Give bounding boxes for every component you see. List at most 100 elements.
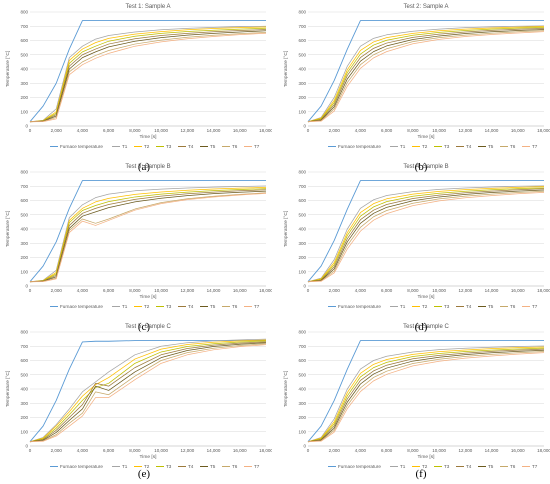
series-line-furnace [29, 20, 266, 123]
legend-label: T7 [254, 464, 260, 469]
y-tick-label: 400 [298, 387, 306, 392]
x-tick-label: 6,000 [103, 448, 115, 453]
legend-label: T1 [400, 144, 406, 149]
legend-label: T3 [444, 144, 450, 149]
y-tick-label: 600 [20, 198, 28, 203]
y-tick-label: 200 [20, 415, 28, 420]
x-tick-label: 14,000 [485, 448, 499, 453]
x-tick-label: 16,000 [511, 448, 525, 453]
series-line-t3 [307, 187, 545, 283]
y-tick-label: 0 [25, 284, 28, 289]
y-tick-label: 500 [20, 212, 28, 217]
y-tick-label: 100 [20, 429, 28, 434]
x-tick-label: 10,000 [432, 448, 446, 453]
legend-label: T4 [188, 464, 194, 469]
series-line-t7 [307, 31, 545, 123]
legend-label: T3 [166, 144, 172, 149]
legend-label: T3 [444, 304, 450, 309]
y-tick-label: 200 [298, 95, 306, 100]
x-tick-label: 10,000 [154, 448, 168, 453]
x-tick-label: 18,000 [259, 128, 272, 133]
legend-label: T5 [210, 464, 216, 469]
x-tick-label: 14,000 [485, 128, 499, 133]
series-line-t7 [29, 193, 267, 283]
x-tick-label: 0 [29, 448, 32, 453]
y-tick-label: 100 [298, 109, 306, 114]
x-tick-label: 8,000 [129, 288, 141, 293]
y-axis-label: Temperature [°C] [283, 51, 289, 87]
series-line-t6 [307, 30, 545, 123]
x-tick-label: 2,000 [329, 448, 341, 453]
y-tick-label: 800 [20, 10, 28, 15]
x-tick-label: 6,000 [381, 128, 393, 133]
legend-label: Furnace temperature [338, 464, 381, 469]
series-line-t4 [29, 29, 267, 123]
series-line-t7 [29, 32, 267, 123]
y-tick-label: 0 [303, 444, 306, 449]
series-line-t2 [307, 346, 545, 443]
y-axis-label: Temperature [°C] [5, 211, 11, 247]
legend-label: T5 [210, 144, 216, 149]
legend-label: T2 [144, 144, 150, 149]
chart-panel-6: Test 6: Sample C 0 100 200 300 400 500 600 700 80… [280, 320, 550, 478]
x-tick-label: 18,000 [537, 448, 550, 453]
legend-label: Furnace temperature [60, 464, 103, 469]
chart-svg-4: Test 4: Sample B 0 100 200 300 400 500 600 700 80… [283, 164, 550, 309]
x-tick-label: 4,000 [77, 128, 89, 133]
y-tick-label: 800 [20, 330, 28, 335]
panel-label: (f) [415, 468, 427, 480]
x-tick-label: 14,000 [207, 128, 221, 133]
y-tick-label: 200 [20, 255, 28, 260]
series-line-t3 [29, 340, 267, 443]
y-tick-label: 800 [298, 330, 306, 335]
y-tick-label: 800 [298, 170, 306, 175]
panel-label: (a) [137, 161, 151, 173]
series-line-t2 [307, 186, 545, 283]
series-line-t1 [29, 185, 267, 283]
series-line-t5 [29, 342, 267, 443]
legend-label: T6 [510, 144, 516, 149]
y-tick-label: 500 [298, 212, 306, 217]
y-tick-label: 600 [298, 198, 306, 203]
x-tick-label: 6,000 [103, 128, 115, 133]
x-tick-label: 10,000 [154, 288, 168, 293]
legend-label: T2 [422, 464, 428, 469]
y-tick-label: 600 [298, 358, 306, 363]
y-axis-label: Temperature [°C] [283, 371, 289, 407]
x-tick-label: 8,000 [129, 448, 141, 453]
x-tick-label: 0 [29, 288, 32, 293]
series-line-t5 [29, 30, 267, 123]
legend-label: T1 [400, 464, 406, 469]
legend-label: Furnace temperature [338, 144, 381, 149]
y-axis-label: Temperature [°C] [5, 51, 11, 87]
y-tick-label: 700 [20, 344, 28, 349]
x-tick-label: 6,000 [103, 288, 115, 293]
x-axis-label: Time [s] [140, 294, 157, 300]
x-tick-label: 12,000 [458, 128, 472, 133]
panel-label: (b) [414, 161, 428, 173]
y-tick-label: 700 [298, 344, 306, 349]
x-tick-label: 0 [307, 128, 310, 133]
x-tick-label: 10,000 [432, 288, 446, 293]
panel-label: (d) [414, 321, 428, 333]
legend-label: T1 [122, 464, 128, 469]
y-tick-label: 200 [298, 255, 306, 260]
x-tick-label: 2,000 [51, 448, 63, 453]
x-tick-label: 2,000 [51, 128, 63, 133]
x-tick-label: 0 [307, 288, 310, 293]
legend-label: T1 [122, 304, 128, 309]
y-tick-label: 300 [298, 81, 306, 86]
chart-svg-6: Test 6: Sample C 0 100 200 300 400 500 600 700 80… [283, 324, 550, 469]
x-tick-label: 4,000 [355, 448, 367, 453]
series-line-t1 [307, 25, 545, 123]
series-line-t7 [29, 344, 267, 443]
series-line-t5 [307, 189, 545, 283]
y-tick-label: 300 [20, 401, 28, 406]
x-tick-label: 4,000 [77, 288, 89, 293]
series-line-furnace [307, 20, 544, 123]
legend-label: T4 [466, 304, 472, 309]
series-line-t4 [307, 28, 545, 123]
legend-label: T4 [466, 464, 472, 469]
legend-label: T6 [232, 304, 238, 309]
legend-label: T6 [510, 464, 516, 469]
